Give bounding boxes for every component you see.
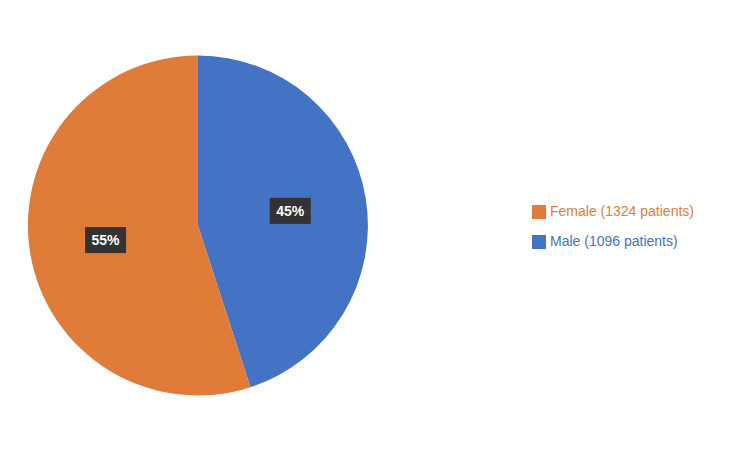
html-text:Female (1324 patients): Female (1324 patients) — [550, 202, 694, 219]
svg-text:55%: 55% — [92, 232, 121, 248]
svg-text:45%: 45% — [276, 203, 305, 219]
html-text:Male (1096 patients): Male (1096 patients) — [550, 232, 678, 249]
